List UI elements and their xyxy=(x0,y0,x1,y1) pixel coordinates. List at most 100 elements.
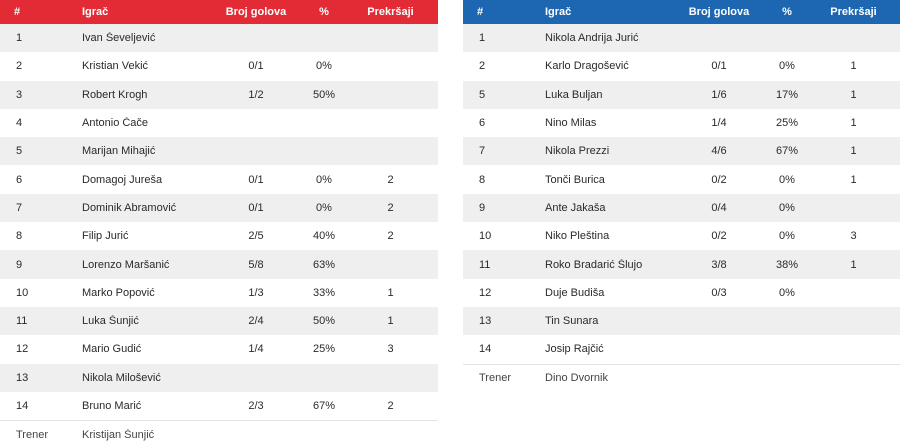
player-goal-percent: 40% xyxy=(312,230,336,243)
player-number: 3 xyxy=(16,88,23,101)
player-number: 9 xyxy=(479,201,486,214)
table-row: 13 Tin Sunara xyxy=(463,306,900,336)
table-row: 10 Marko Popović 1/3 33% 1 xyxy=(0,279,438,307)
player-number: 4 xyxy=(16,117,23,130)
player-number: 5 xyxy=(16,145,23,158)
table-row: 7 Dominik Abramović 0/1 0% 2 xyxy=(0,193,438,223)
table-row: 11 Luka Šunjić 2/4 50% 1 xyxy=(0,306,438,336)
table-row: 9 Ante Jakaša 0/4 0% xyxy=(463,193,900,223)
player-name: Luka Šunjić xyxy=(82,315,139,328)
player-goal-percent: 0% xyxy=(316,173,332,186)
table-row: 5 Luka Buljan 1/6 17% 1 xyxy=(463,80,900,109)
player-number: 11 xyxy=(479,258,491,271)
player-fouls: 2 xyxy=(387,230,394,243)
player-name: Lorenzo Maršanić xyxy=(82,258,170,271)
player-goals: 5/8 xyxy=(248,258,264,271)
player-goal-percent: 38% xyxy=(775,258,799,271)
player-number: 11 xyxy=(16,315,28,328)
table-body: 1 Nikola Andrija Jurić 2 Karlo Dragošević 0/… xyxy=(463,24,900,364)
player-number: 12 xyxy=(16,343,29,356)
player-fouls: 1 xyxy=(850,60,857,73)
table-row: 14 Josip Rajčić xyxy=(463,335,900,363)
header-number: # xyxy=(14,6,21,18)
player-goals: 0/4 xyxy=(711,201,727,214)
player-goal-percent: 25% xyxy=(775,117,799,130)
table-row: 14 Bruno Marić 2/3 67% 2 xyxy=(0,392,438,420)
player-goals: 0/1 xyxy=(248,60,264,73)
player-fouls: 1 xyxy=(850,258,857,271)
player-name: Nikola Milošević xyxy=(82,371,161,384)
player-fouls: 2 xyxy=(387,201,394,214)
coach-name: Dino Dvornik xyxy=(545,372,608,385)
player-name: Antonio Čače xyxy=(82,117,149,130)
player-goals: 2/4 xyxy=(248,315,264,328)
player-name: Tonči Burica xyxy=(545,173,605,186)
player-name: Marko Popović xyxy=(82,286,155,299)
player-goals: 0/3 xyxy=(711,286,727,299)
player-goal-percent: 0% xyxy=(316,201,332,214)
player-fouls: 2 xyxy=(387,173,394,186)
player-number: 9 xyxy=(16,258,23,271)
player-goals: 3/8 xyxy=(711,258,727,271)
player-name: Ante Jakaša xyxy=(545,201,606,214)
player-fouls: 3 xyxy=(387,343,394,356)
player-number: 12 xyxy=(479,286,492,299)
player-number: 10 xyxy=(16,286,29,299)
player-name: Kristian Vekić xyxy=(82,60,149,73)
player-goals: 2/5 xyxy=(248,230,264,243)
player-goals: 1/2 xyxy=(248,88,264,101)
player-goals: 1/4 xyxy=(711,117,727,130)
player-name: Bruno Marić xyxy=(82,400,142,412)
player-name: Karlo Dragošević xyxy=(545,60,629,73)
coach-row: Trener Kristijan Šunjić xyxy=(0,420,438,443)
player-goal-percent: 0% xyxy=(779,60,795,73)
player-number: 2 xyxy=(16,60,23,73)
table-row: 11 Roko Bradarić Šlujo 3/8 38% 1 xyxy=(463,250,900,279)
player-goal-percent: 67% xyxy=(312,400,336,412)
player-goals: 4/6 xyxy=(711,145,727,158)
player-number: 13 xyxy=(479,315,492,328)
player-name: Nikola Prezzi xyxy=(545,145,610,158)
player-number: 1 xyxy=(479,32,486,45)
player-goals: 2/3 xyxy=(248,400,264,412)
player-goal-percent: 0% xyxy=(316,60,332,73)
player-number: 14 xyxy=(479,343,492,356)
player-name: Niko Pleština xyxy=(545,230,610,243)
player-goal-percent: 25% xyxy=(312,343,336,356)
header-fouls: Prekršaji xyxy=(367,6,414,18)
table-row: 2 Karlo Dragošević 0/1 0% 1 xyxy=(463,52,900,80)
player-fouls: 3 xyxy=(850,230,857,243)
table-row: 12 Duje Budiša 0/3 0% xyxy=(463,279,900,307)
table-row: 4 Antonio Čače xyxy=(0,109,438,137)
coach-row: Trener Dino Dvornik xyxy=(463,363,900,392)
header-percent: % xyxy=(782,6,792,18)
player-name: Nikola Andrija Jurić xyxy=(545,32,639,45)
header-player: Igrač xyxy=(82,6,109,18)
player-goal-percent: 0% xyxy=(779,201,795,214)
table-header: # Igrač Broj golova % Prekršaji xyxy=(0,0,438,24)
away-team-stats-table: # Igrač Broj golova % Prekršaji 1 Nikola … xyxy=(463,0,900,392)
player-goal-percent: 17% xyxy=(775,88,799,101)
player-goals: 0/1 xyxy=(248,173,264,186)
table-body: 1 Ivan Ševeljević 2 Kristian Vekić 0/1 0% 3 Rob… xyxy=(0,24,438,420)
player-number: 2 xyxy=(479,60,486,73)
player-fouls: 1 xyxy=(387,315,394,328)
player-fouls: 2 xyxy=(387,400,394,412)
player-name: Duje Budiša xyxy=(545,286,605,299)
player-goals: 0/1 xyxy=(248,201,264,214)
player-number: 1 xyxy=(16,32,23,45)
player-name: Filip Jurić xyxy=(82,230,129,243)
table-header: # Igrač Broj golova % Prekršaji xyxy=(463,0,900,24)
table-row: 9 Lorenzo Maršanić 5/8 63% xyxy=(0,250,438,279)
player-name: Luka Buljan xyxy=(545,88,603,101)
header-player: Igrač xyxy=(545,6,572,18)
player-fouls: 1 xyxy=(387,286,394,299)
player-name: Nino Milas xyxy=(545,117,597,130)
player-goals: 0/1 xyxy=(711,60,727,73)
table-row: 6 Domagoj Jureša 0/1 0% 2 xyxy=(0,165,438,193)
player-goals: 1/4 xyxy=(248,343,264,356)
player-number: 6 xyxy=(479,117,486,130)
player-goal-percent: 67% xyxy=(775,145,799,158)
player-number: 13 xyxy=(16,371,29,384)
home-team-stats-table: # Igrač Broj golova % Prekršaji 1 Ivan Še… xyxy=(0,0,438,443)
